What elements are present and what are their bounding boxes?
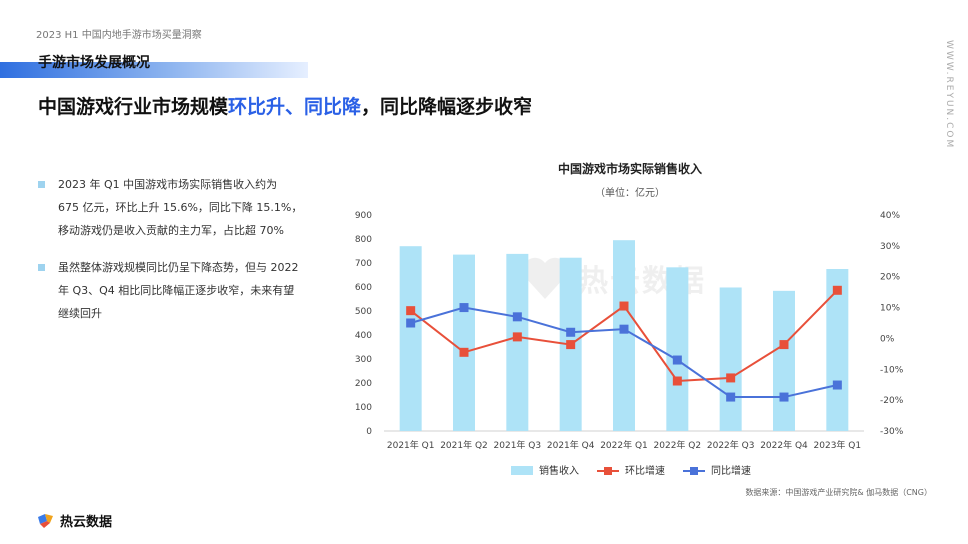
y-right-tick-label: 40% — [880, 211, 900, 221]
y-right-tick-label: 10% — [880, 304, 900, 314]
x-tick-label: 2022年 Q3 — [707, 439, 755, 451]
yoy-point — [779, 392, 789, 402]
y-right-tick-label: 20% — [880, 273, 900, 283]
mom-point — [512, 332, 522, 342]
revenue-bar — [399, 246, 422, 431]
y-left-tick-label: 600 — [355, 283, 372, 293]
mom-point — [406, 306, 416, 316]
y-right-tick-label: -10% — [880, 365, 904, 375]
mom-point — [726, 373, 736, 383]
bullet-line: 移动游戏仍是收入贡献的主力军，占比超 70% — [58, 224, 284, 237]
x-tick-label: 2021年 Q1 — [387, 439, 435, 451]
yoy-point — [459, 303, 469, 313]
y-left-tick-label: 100 — [355, 403, 372, 413]
bullet-line: 继续回升 — [58, 307, 102, 320]
mom-point — [619, 301, 629, 311]
bullet-line: 年 Q3、Q4 相比同比降幅正逐步收窄，未来有望 — [58, 284, 295, 297]
mom-point — [779, 340, 789, 350]
y-left-tick-label: 400 — [355, 331, 372, 341]
bullet-line: 675 亿元，环比上升 15.6%，同比下降 15.1%， — [58, 201, 303, 214]
y-left-tick-label: 0 — [366, 427, 372, 437]
chart-title: 中国游戏市场实际销售收入 — [557, 162, 702, 176]
x-tick-label: 2022年 Q2 — [654, 439, 702, 451]
y-left-tick-label: 200 — [355, 379, 372, 389]
bullet-square-icon — [38, 181, 45, 188]
legend-label: 环比增速 — [625, 464, 665, 477]
y-right-tick-label: 0% — [880, 334, 895, 344]
y-left-tick-label: 800 — [355, 235, 372, 245]
mom-point — [566, 340, 576, 350]
page-headline: 中国游戏行业市场规模环比升、同比降，同比降幅逐步收窄 — [38, 92, 532, 119]
y-left-tick-label: 500 — [355, 307, 372, 317]
brand-logo: 热云数据 — [36, 511, 112, 530]
bullet-line: 虽然整体游戏规模同比仍呈下降态势，但与 2022 — [58, 261, 299, 274]
yoy-point — [406, 318, 416, 328]
y-right-tick-label: 30% — [880, 242, 900, 252]
yoy-point — [832, 380, 842, 390]
y-left-tick-label: 300 — [355, 355, 372, 365]
y-right-tick-label: -30% — [880, 427, 904, 437]
yoy-point — [726, 392, 736, 402]
mom-point — [672, 376, 682, 386]
watermark-heart-icon — [522, 257, 568, 299]
headline-suffix: ，同比降幅逐步收窄 — [361, 96, 533, 118]
report-name: 2023 H1 中国内地手游市场买量洞察 — [36, 30, 202, 41]
revenue-bar — [719, 287, 742, 431]
legend-label: 同比增速 — [711, 464, 751, 477]
yoy-point — [512, 312, 522, 322]
x-tick-label: 2023年 Q1 — [814, 439, 862, 451]
logo-text: 热云数据 — [60, 515, 113, 530]
bullet-line: 2023 年 Q1 中国游戏市场实际销售收入约为 — [58, 178, 278, 191]
side-url: WWW.REYUN.COM — [944, 40, 954, 150]
y-left-tick-label: 900 — [355, 211, 372, 221]
legend-label: 销售收入 — [539, 464, 579, 477]
legend-swatch-marker — [604, 467, 612, 475]
bullet-2: 虽然整体游戏规模同比仍呈下降态势，但与 2022 年 Q3、Q4 相比同比降幅正… — [38, 256, 328, 325]
revenue-bar — [453, 254, 475, 431]
data-source: 数据来源：中国游戏产业研究院& 伽马数据（CNG） — [745, 488, 932, 497]
x-tick-label: 2022年 Q1 — [600, 439, 648, 451]
legend-swatch-marker — [690, 467, 698, 475]
section-bar — [0, 62, 308, 78]
revenue-bar — [506, 253, 529, 431]
y-left-tick-label: 700 — [355, 259, 372, 269]
x-tick-label: 2021年 Q3 — [494, 439, 542, 451]
section-title: 手游市场发展概况 — [38, 55, 150, 71]
chart-subtitle: （单位：亿元） — [595, 188, 665, 199]
bullet-square-icon — [38, 264, 45, 271]
mom-point — [832, 285, 842, 295]
revenue-bar — [826, 269, 849, 431]
yoy-point — [619, 324, 629, 334]
headline-prefix: 中国游戏行业市场规模 — [38, 96, 229, 118]
y-right-tick-label: -20% — [880, 396, 904, 406]
bullet-1: 2023 年 Q1 中国游戏市场实际销售收入约为 675 亿元，环比上升 15.… — [38, 173, 328, 242]
x-tick-label: 2021年 Q2 — [440, 439, 488, 451]
yoy-point — [566, 327, 576, 337]
headline-highlight: 环比升、同比降 — [228, 96, 362, 118]
yoy-point — [672, 355, 682, 365]
x-tick-label: 2021年 Q4 — [547, 439, 595, 451]
x-tick-label: 2022年 Q4 — [760, 439, 808, 451]
revenue-bar — [613, 240, 635, 431]
revenue-bar — [666, 267, 689, 431]
mom-point — [459, 347, 469, 357]
revenue-bar — [773, 290, 795, 431]
logo-icon — [38, 513, 53, 528]
legend-swatch-revenue — [511, 466, 533, 475]
